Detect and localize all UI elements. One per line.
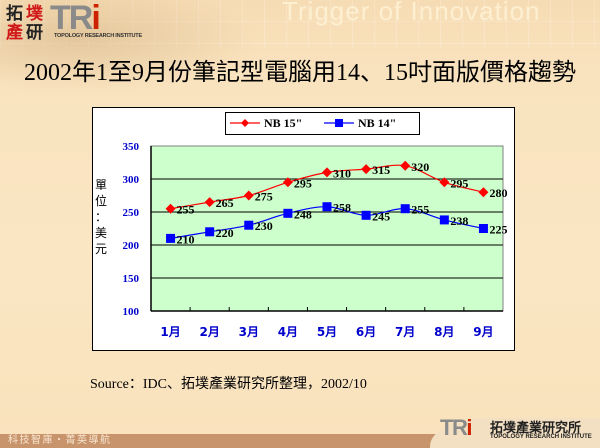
y-tick-label: 150 xyxy=(123,273,140,285)
legend-markers xyxy=(230,119,354,127)
square-marker-icon xyxy=(166,233,176,243)
y-axis-title: 單位 ： 美元 xyxy=(94,177,108,257)
y-axis-title-char: 單 xyxy=(94,178,107,192)
logo-char-4: 研 xyxy=(26,23,43,43)
header-map-decoration xyxy=(0,0,260,95)
data-label: 210 xyxy=(177,232,195,246)
y-tick-label: 100 xyxy=(123,306,140,318)
legend-label-nb14: NB 14" xyxy=(358,116,397,130)
square-marker-icon xyxy=(335,119,343,127)
x-tick-label: 7月 xyxy=(395,325,415,339)
diamond-marker-icon xyxy=(243,190,254,201)
logo-tri-wordmark: TRi xyxy=(50,0,101,37)
x-tick-label: 4月 xyxy=(278,325,298,339)
logo-char-3: 產 xyxy=(6,23,23,43)
data-label: 295 xyxy=(450,176,468,190)
data-label: 275 xyxy=(255,190,273,204)
square-marker-icon xyxy=(205,227,215,237)
data-label: 265 xyxy=(216,196,234,210)
data-label: 245 xyxy=(372,209,390,223)
legend-label-nb15: NB 15" xyxy=(264,116,303,130)
logo-char-1: 拓 xyxy=(6,4,23,24)
x-tick-label: 6月 xyxy=(356,325,376,339)
square-marker-icon xyxy=(400,204,410,214)
y-axis-title-char: ： xyxy=(94,210,107,224)
data-label: 258 xyxy=(333,201,351,215)
diamond-marker-icon xyxy=(361,164,372,175)
footer-logo-subtitle: TOPOLOGY RESEARCH INSTITUTE xyxy=(490,434,592,440)
diamond-marker-icon xyxy=(165,203,176,214)
footer-slogan: 科技智庫・菁英導航 xyxy=(8,435,112,446)
data-label: 255 xyxy=(411,203,429,217)
square-marker-icon xyxy=(439,215,449,225)
header-grid-background xyxy=(0,0,600,48)
y-axis-title-char: 美 xyxy=(94,226,107,240)
square-marker-icon xyxy=(244,220,254,230)
data-label: 280 xyxy=(489,186,507,200)
diamond-marker-icon xyxy=(478,187,489,198)
data-label: 295 xyxy=(294,176,312,190)
y-axis-title-char: 元 xyxy=(94,242,107,256)
x-tick-label: 8月 xyxy=(434,325,454,339)
header-tagline: Trigger of Innovation xyxy=(282,0,541,26)
slide-title: 2002年1至9月份筆記型電腦用14、15吋面版價格趨勢 xyxy=(24,60,576,86)
footer-logo-background xyxy=(430,418,600,448)
data-label: 310 xyxy=(333,166,351,180)
square-marker-icon xyxy=(322,202,332,212)
square-marker-icon xyxy=(283,208,293,218)
data-label: 238 xyxy=(450,214,468,228)
y-axis-title-char: 位 xyxy=(94,194,107,208)
footer-tri-logo: TRi 拓墣產業研究所 TOPOLOGY RESEARCH INSTITUTE xyxy=(440,417,600,445)
y-tick-label: 200 xyxy=(123,240,140,252)
y-tick-label: 250 xyxy=(123,207,140,219)
y-tick-label: 350 xyxy=(123,141,140,153)
footer-logo-wordmark: TRi xyxy=(440,415,472,440)
x-tick-label: 3月 xyxy=(239,325,259,339)
diamond-marker-icon xyxy=(400,160,411,171)
chart-legend: NB 15" NB 14" xyxy=(225,112,420,135)
x-tick-label: 9月 xyxy=(473,325,493,339)
logo-chinese-mark: 拓 墣 產 研 xyxy=(4,3,48,43)
square-marker-icon xyxy=(361,210,371,220)
data-label: 315 xyxy=(372,163,390,177)
x-tick-label: 5月 xyxy=(317,325,337,339)
data-label: 255 xyxy=(177,203,195,217)
footer-logo-chinese: 拓墣產業研究所 xyxy=(490,421,582,436)
data-label: 225 xyxy=(489,223,507,237)
data-label: 248 xyxy=(294,207,312,221)
square-marker-icon xyxy=(478,224,488,233)
diamond-marker-icon xyxy=(322,167,332,178)
data-label: 230 xyxy=(255,219,273,233)
data-label: 320 xyxy=(411,160,429,174)
tri-logo: 拓 墣 產 研 TRi TOPOLOGY RESEARCH INSTITUTE xyxy=(4,0,144,43)
diamond-marker-icon xyxy=(241,119,249,127)
x-tick-label: 1月 xyxy=(160,325,180,339)
y-tick-label: 300 xyxy=(123,174,140,186)
logo-subtitle: TOPOLOGY RESEARCH INSTITUTE xyxy=(54,33,142,39)
source-note: Source：IDC、拓墣產業研究所整理，2002/10 xyxy=(90,377,367,392)
diamond-marker-icon xyxy=(204,197,215,208)
logo-char-2: 墣 xyxy=(26,4,43,24)
data-label: 220 xyxy=(216,226,234,240)
diamond-marker-icon xyxy=(282,177,293,188)
x-tick-label: 2月 xyxy=(199,325,219,339)
diamond-marker-icon xyxy=(439,177,450,188)
